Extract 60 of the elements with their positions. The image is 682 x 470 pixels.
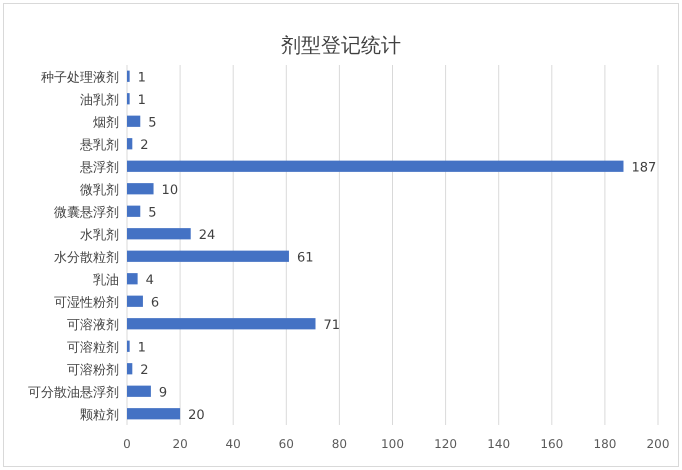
y-tick-label: 可溶粒剂 bbox=[67, 339, 119, 356]
y-tick-label: 油乳剂 bbox=[80, 92, 119, 108]
bar bbox=[127, 228, 191, 240]
bar bbox=[127, 116, 140, 127]
y-tick-label: 水乳剂 bbox=[80, 226, 119, 243]
y-tick-label: 微乳剂 bbox=[80, 182, 119, 198]
data-label: 2 bbox=[140, 362, 149, 378]
bar bbox=[127, 296, 143, 307]
bar bbox=[127, 206, 140, 217]
x-tick-label: 40 bbox=[226, 437, 241, 451]
data-label: 2 bbox=[140, 138, 149, 153]
bar bbox=[127, 70, 130, 82]
x-tick-label: 160 bbox=[540, 437, 564, 451]
x-tick-label: 180 bbox=[593, 437, 616, 451]
bar bbox=[127, 386, 151, 397]
data-label: 5 bbox=[148, 115, 157, 130]
data-label: 9 bbox=[158, 385, 168, 400]
data-label: 1 bbox=[138, 92, 146, 108]
bar bbox=[127, 273, 138, 284]
y-tick-label: 乳油 bbox=[93, 272, 119, 288]
y-tick-label: 微囊悬浮剂 bbox=[54, 204, 119, 220]
data-label: 5 bbox=[148, 205, 157, 220]
bar bbox=[127, 183, 154, 194]
bar bbox=[127, 318, 316, 330]
x-tick-label: 120 bbox=[434, 437, 458, 451]
x-tick-label: 200 bbox=[646, 437, 670, 451]
bar bbox=[127, 250, 289, 262]
data-label: 24 bbox=[198, 228, 216, 243]
x-tick-label: 140 bbox=[487, 437, 510, 451]
data-label: 61 bbox=[296, 250, 314, 266]
y-tick-label: 可溶液剂 bbox=[67, 316, 119, 333]
y-tick-label: 水分散粒剂 bbox=[54, 249, 119, 266]
data-label: 6 bbox=[150, 295, 160, 310]
x-tick-label: 60 bbox=[278, 437, 294, 451]
x-tick-label: 100 bbox=[381, 437, 404, 451]
bar bbox=[127, 93, 130, 104]
bar bbox=[127, 340, 130, 352]
x-tick-label: 0 bbox=[123, 437, 131, 451]
x-tick-label: 80 bbox=[332, 437, 348, 451]
data-label: 20 bbox=[188, 408, 205, 423]
y-tick-label: 可湿性粉剂 bbox=[54, 294, 119, 310]
bar bbox=[127, 160, 624, 172]
bar bbox=[127, 363, 132, 374]
data-label: 10 bbox=[162, 182, 178, 198]
data-label: 187 bbox=[631, 160, 656, 176]
x-tick-label: 20 bbox=[172, 437, 188, 451]
bar bbox=[127, 408, 180, 420]
y-tick-label: 悬浮剂 bbox=[79, 159, 119, 176]
y-tick-label: 烟剂 bbox=[93, 114, 119, 130]
data-label: 1 bbox=[138, 340, 146, 356]
bar bbox=[127, 138, 132, 150]
y-tick-label: 颗粒剂 bbox=[80, 406, 119, 423]
y-tick-label: 可溶粉剂 bbox=[67, 362, 119, 378]
y-tick-label: 种子处理液剂 bbox=[41, 69, 119, 86]
y-tick-label: 悬乳剂 bbox=[79, 136, 119, 153]
data-label: 1 bbox=[138, 70, 146, 86]
chart-title: 剂型登记统计 bbox=[281, 33, 401, 57]
data-label: 71 bbox=[324, 318, 340, 333]
data-label: 4 bbox=[146, 272, 154, 288]
y-tick-label: 可分散油悬浮剂 bbox=[28, 384, 119, 400]
